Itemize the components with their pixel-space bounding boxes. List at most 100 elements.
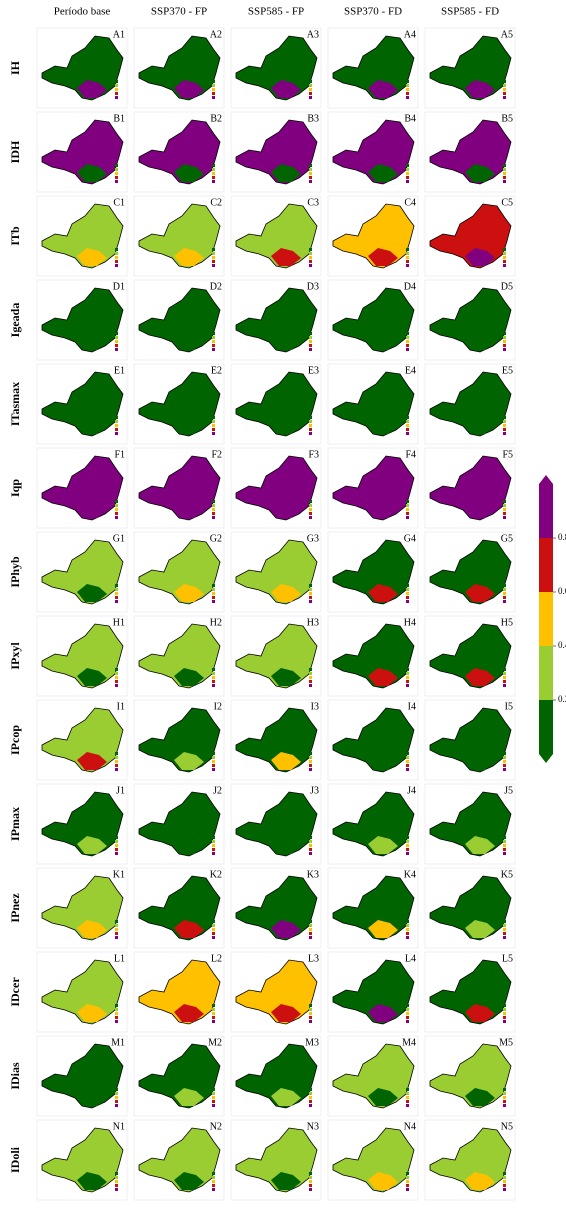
panel-label: F5 [502, 449, 513, 460]
colorbar-segment [539, 484, 553, 538]
mini-legend-key [406, 672, 409, 675]
mini-legend-key [503, 680, 506, 683]
mini-legend-key [503, 760, 506, 763]
mini-legend-key [115, 672, 118, 675]
mini-legend-key [212, 1104, 215, 1107]
mini-legend-key [503, 1088, 506, 1091]
panel-label: A3 [307, 29, 319, 40]
mini-legend-key [212, 668, 215, 671]
mini-legend-key [503, 176, 506, 179]
mini-legend-key [115, 248, 118, 251]
mini-legend-key [309, 336, 312, 339]
mini-legend-key [115, 852, 118, 855]
mini-legend-key [115, 844, 118, 847]
mini-legend-key [503, 164, 506, 167]
mini-legend-key [309, 348, 312, 351]
mini-legend-key [503, 1184, 506, 1187]
mini-legend-key [115, 1004, 118, 1007]
mini-legend-key [212, 764, 215, 767]
mini-legend-key [212, 852, 215, 855]
map-panel: B1 [37, 112, 127, 192]
panel-label: A4 [404, 29, 416, 40]
mini-legend-key [212, 516, 215, 519]
panel-label: F1 [114, 449, 125, 460]
mini-legend-key [503, 1092, 506, 1095]
column-header: Período base [54, 6, 111, 18]
panel-label: K4 [404, 869, 416, 880]
mini-legend-key [309, 92, 312, 95]
mini-legend-key [115, 1088, 118, 1091]
panel-label: C1 [113, 197, 125, 208]
mini-legend-key [406, 80, 409, 83]
mini-legend-key [503, 500, 506, 503]
mini-legend-key [212, 96, 215, 99]
mini-legend-key [309, 168, 312, 171]
mini-legend-key [406, 264, 409, 267]
mini-legend-key [212, 756, 215, 759]
panel-label: M1 [111, 1037, 125, 1048]
mini-legend-key [212, 88, 215, 91]
mini-legend-key [309, 684, 312, 687]
mini-legend-key [309, 260, 312, 263]
mini-legend-key [309, 508, 312, 511]
mini-legend-key [503, 416, 506, 419]
mini-legend-key [212, 340, 215, 343]
map-panel: C4 [328, 196, 418, 276]
panel-label: M4 [402, 1037, 416, 1048]
mini-legend-key [503, 348, 506, 351]
mini-legend-key [115, 668, 118, 671]
mini-legend-key [115, 344, 118, 347]
map-panel: N5 [425, 1120, 515, 1200]
map-panel: M5 [425, 1036, 515, 1116]
mini-legend-key [212, 252, 215, 255]
mini-legend-key [212, 1096, 215, 1099]
mini-legend-key [406, 668, 409, 671]
panel-label: I4 [408, 701, 416, 712]
map-panel: A4 [328, 28, 418, 108]
map-panel: B4 [328, 112, 418, 192]
mini-legend-key [212, 676, 215, 679]
mini-legend-key [115, 764, 118, 767]
panel-label: H2 [210, 617, 222, 628]
panel-label: C2 [210, 197, 222, 208]
map-panel: N3 [231, 1120, 321, 1200]
mini-legend-key [406, 1008, 409, 1011]
mini-legend-key [406, 96, 409, 99]
mini-legend-key [406, 756, 409, 759]
panel-label: M3 [305, 1037, 319, 1048]
row-label: IPmax [8, 807, 22, 841]
mini-legend-key [115, 768, 118, 771]
mini-legend-key [503, 928, 506, 931]
mini-legend-key [309, 1096, 312, 1099]
mini-legend-key [406, 600, 409, 603]
mini-legend-key [503, 756, 506, 759]
mini-legend-key [503, 600, 506, 603]
map-panel: K5 [425, 868, 515, 948]
mini-legend-key [212, 600, 215, 603]
mini-legend-key [115, 96, 118, 99]
mini-legend-key [309, 248, 312, 251]
mini-legend-key [212, 1092, 215, 1095]
mini-legend-key [212, 1180, 215, 1183]
mini-legend-key [406, 1004, 409, 1007]
mini-legend-key [406, 924, 409, 927]
mini-legend-key [503, 252, 506, 255]
map-panel: F4 [328, 448, 418, 528]
row-label: IDcer [8, 977, 22, 1007]
mini-legend-key [406, 844, 409, 847]
mini-legend-key [309, 1020, 312, 1023]
column-header: SSP370 - FD [344, 6, 402, 18]
mini-legend-key [309, 848, 312, 851]
map-panel: N1 [37, 1120, 127, 1200]
mini-legend-key [309, 852, 312, 855]
mini-legend-key [212, 760, 215, 763]
mini-legend-key [503, 180, 506, 183]
mini-legend-key [503, 264, 506, 267]
mini-legend-key [115, 752, 118, 755]
map-panel: K2 [134, 868, 224, 948]
mini-legend-key [115, 1184, 118, 1187]
mini-legend-key [212, 508, 215, 511]
mini-legend-key [115, 936, 118, 939]
mini-legend-key [212, 848, 215, 851]
mini-legend-key [309, 592, 312, 595]
